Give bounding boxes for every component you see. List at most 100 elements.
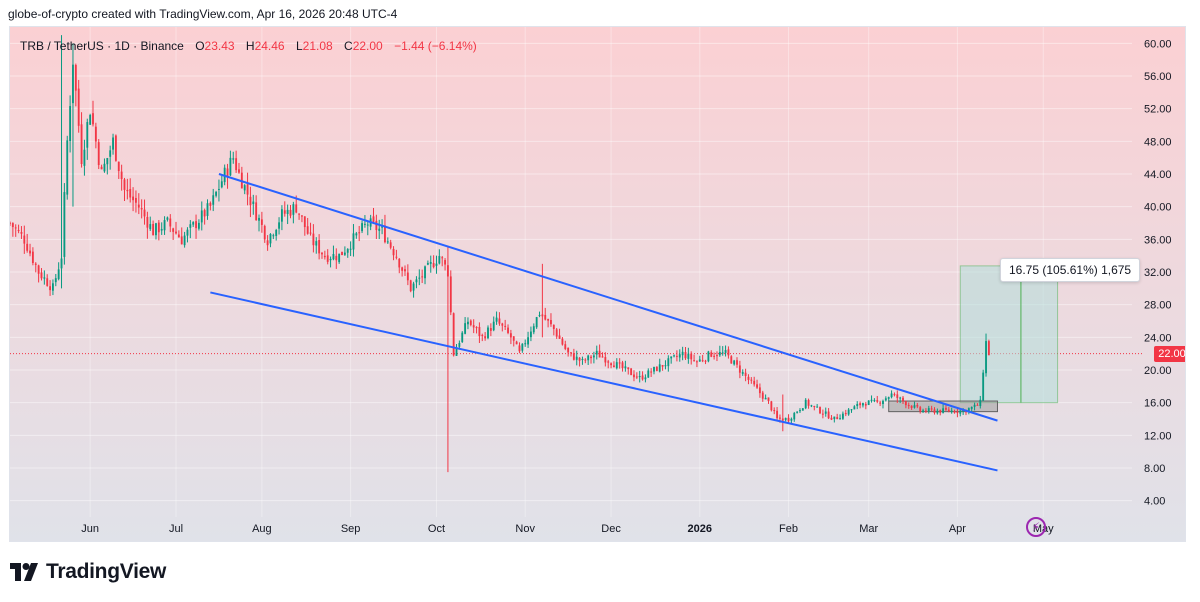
candle-body <box>306 226 309 234</box>
candle-body <box>20 232 23 234</box>
candle-body <box>209 202 212 206</box>
candle-body <box>856 404 859 407</box>
candle-body <box>655 366 658 371</box>
symbol-legend: TRB / TetherUS · 1D · Binance O23.43 H24… <box>20 39 477 53</box>
candle-body <box>816 406 819 408</box>
candle-body <box>441 257 444 259</box>
candle-body <box>352 233 355 250</box>
candle-body <box>458 342 461 347</box>
chart-frame[interactable]: 60.00 56.00 52.00 48.00 44.00 40.00 36.00 32.00… <box>9 26 1186 542</box>
x-tick-label: Feb <box>779 523 798 535</box>
x-tick-label: Aug <box>252 523 272 535</box>
candle-body <box>641 375 644 380</box>
candle-body <box>716 355 718 357</box>
candle-body <box>475 326 478 329</box>
candle-body <box>349 248 352 250</box>
candle-body <box>263 225 266 240</box>
y-tick-label: 48.00 <box>1144 136 1172 148</box>
candle-body <box>10 222 11 224</box>
candle-body <box>587 355 590 361</box>
candle-body <box>879 402 882 404</box>
candle-body <box>764 397 767 400</box>
candle-body <box>155 223 157 236</box>
candle-body <box>292 204 295 215</box>
low-label: L <box>295 39 303 53</box>
candle-body <box>801 408 804 411</box>
candle-body <box>859 403 862 406</box>
y-tick-label: 16.00 <box>1144 398 1172 410</box>
candle-body <box>727 349 730 356</box>
candle-body <box>452 313 455 356</box>
tradingview-logo[interactable]: TradingView <box>10 560 166 584</box>
price-range-measure-label[interactable]: 16.75 (105.61%) 1,675 <box>1000 258 1141 282</box>
candle-body <box>126 189 129 192</box>
symbol-label[interactable]: TRB / TetherUS · 1D · Binance <box>20 39 184 53</box>
candle-body <box>687 353 690 359</box>
candle-body <box>140 208 143 210</box>
candle-body <box>558 335 561 339</box>
candle-body <box>581 358 584 360</box>
candle-body <box>635 376 638 378</box>
change-value: −1.44 (−6.14%) <box>394 39 477 53</box>
y-tick-label: 36.00 <box>1144 234 1172 246</box>
candle-body <box>550 320 552 325</box>
candle-body <box>947 409 950 412</box>
candle-body <box>644 377 647 380</box>
candle-body <box>398 258 401 268</box>
trendline-lower <box>210 291 998 472</box>
candle-body <box>821 413 824 415</box>
candle-body <box>630 368 633 376</box>
candle-body <box>784 417 787 421</box>
candle-body <box>341 251 343 255</box>
candle-body <box>887 397 890 399</box>
candle-body <box>243 185 246 191</box>
candle-body <box>464 323 467 334</box>
y-tick-label: 4.00 <box>1144 496 1165 508</box>
candle-body <box>409 280 412 292</box>
candle-body <box>429 262 432 264</box>
candle-body <box>152 223 155 236</box>
y-tick-label: 20.00 <box>1144 365 1172 377</box>
candlestick-chart[interactable]: 60.00 56.00 52.00 48.00 44.00 40.00 36.00 32.00… <box>10 27 1186 542</box>
candle-body <box>584 359 587 361</box>
candle-body <box>355 233 358 236</box>
chart-author-header: globe-of-crypto created with TradingView… <box>8 7 398 21</box>
candle-body <box>404 269 406 272</box>
candle-body <box>478 326 481 337</box>
candle-body <box>916 405 919 407</box>
candle-body <box>412 283 415 291</box>
candle-body <box>578 357 581 361</box>
candle-body <box>650 371 653 373</box>
candle-body <box>610 363 613 366</box>
candle-body <box>123 179 126 190</box>
candle-body <box>841 413 844 419</box>
candle-body <box>321 252 323 255</box>
lightning-icon[interactable]: ⚡ <box>1026 517 1046 537</box>
candle-body <box>864 403 867 406</box>
candle-body <box>143 209 146 217</box>
y-tick-label: 60.00 <box>1144 38 1172 50</box>
candle-body <box>100 166 103 170</box>
candle-body <box>175 231 177 234</box>
candle-body <box>278 222 280 229</box>
candle-body <box>930 408 933 410</box>
high-label: H <box>245 39 255 53</box>
candle-body <box>675 355 678 357</box>
candle-body <box>787 417 790 422</box>
candle-body <box>260 219 263 225</box>
candle-body <box>810 405 813 407</box>
candle-body <box>721 352 724 354</box>
candle-body <box>103 163 106 172</box>
candle-body <box>326 255 329 262</box>
candle-body <box>301 215 303 217</box>
candle-body <box>833 416 836 420</box>
candle-body <box>664 365 667 367</box>
candle-body <box>541 314 544 317</box>
candle-body <box>678 354 681 358</box>
candle-body <box>524 343 527 345</box>
candle-body <box>74 64 77 91</box>
candle-body <box>335 255 338 261</box>
candle-body <box>229 157 232 176</box>
candle-body <box>49 286 52 291</box>
candle-body <box>607 361 610 363</box>
